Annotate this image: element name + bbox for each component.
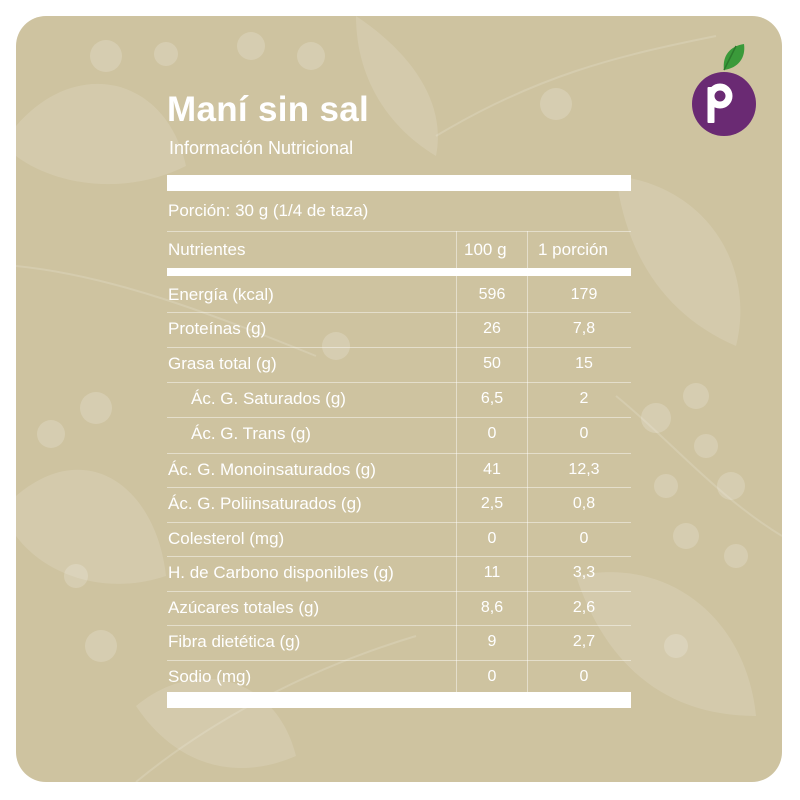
table-row: Fibra dietética (g) 9 2,7 bbox=[167, 626, 631, 660]
page-subtitle: Información Nutricional bbox=[169, 138, 354, 158]
value-per-100g: 2,5 bbox=[480, 495, 504, 512]
table-row: Grasa total (g) 50 15 bbox=[167, 348, 631, 382]
table-row: Sodio (mg) 0 0 bbox=[167, 661, 631, 695]
table-row: H. de Carbono disponibles (g) 11 3,3 bbox=[167, 557, 631, 591]
row-divider bbox=[167, 382, 631, 383]
value-per-100g: 8,6 bbox=[480, 599, 504, 616]
value-per-portion: 2 bbox=[579, 390, 589, 407]
value-per-portion: 3,3 bbox=[572, 564, 596, 581]
nutrient-name: Ác. G. Saturados (g) bbox=[191, 389, 346, 408]
value-per-100g: 41 bbox=[483, 461, 501, 478]
header-nutrients: Nutrientes bbox=[168, 240, 246, 259]
table-row: Ác. G. Poliinsaturados (g) 2,5 0,8 bbox=[167, 488, 631, 522]
nutrient-name: Grasa total (g) bbox=[168, 354, 277, 373]
row-divider bbox=[167, 312, 631, 313]
value-per-100g: 50 bbox=[483, 355, 501, 372]
table-row: Ác. G. Monoinsaturados (g) 41 12,3 bbox=[167, 454, 631, 488]
nutrient-name: Ác. G. Monoinsaturados (g) bbox=[168, 460, 376, 479]
value-per-100g: 9 bbox=[487, 633, 497, 650]
value-per-portion: 12,3 bbox=[568, 461, 600, 478]
nutrient-name: Ác. G. Poliinsaturados (g) bbox=[168, 494, 362, 513]
value-per-portion: 0,8 bbox=[572, 495, 596, 512]
row-divider bbox=[167, 625, 631, 626]
row-divider bbox=[167, 522, 631, 523]
background-pattern bbox=[16, 16, 782, 782]
nutrient-name: Energía (kcal) bbox=[168, 285, 274, 304]
row-divider bbox=[167, 591, 631, 592]
row-divider bbox=[167, 556, 631, 557]
row-divider bbox=[167, 417, 631, 418]
header-per-100g: 100 g bbox=[464, 240, 507, 259]
divider bbox=[167, 231, 631, 232]
nutrient-name: Colesterol (mg) bbox=[168, 529, 285, 548]
value-per-100g: 0 bbox=[487, 530, 497, 547]
value-per-portion: 7,8 bbox=[572, 320, 596, 337]
value-per-portion: 2,7 bbox=[572, 633, 596, 650]
bottom-bar bbox=[167, 692, 631, 708]
table-row: Proteínas (g) 26 7,8 bbox=[167, 313, 631, 347]
value-per-100g: 0 bbox=[487, 668, 497, 685]
header-bar bbox=[167, 268, 631, 276]
value-per-100g: 596 bbox=[478, 286, 506, 303]
value-per-portion: 179 bbox=[570, 286, 598, 303]
row-divider bbox=[167, 660, 631, 661]
column-divider bbox=[527, 231, 528, 692]
portion-size: Porción: 30 g (1/4 de taza) bbox=[168, 201, 369, 220]
header-per-portion: 1 porción bbox=[538, 240, 608, 259]
nutrition-card: Maní sin sal Información Nutricional Por… bbox=[16, 16, 782, 782]
value-per-portion: 2,6 bbox=[572, 599, 596, 616]
value-per-100g: 26 bbox=[483, 320, 501, 337]
brand-plum-icon bbox=[692, 42, 772, 152]
value-per-portion: 0 bbox=[579, 530, 589, 547]
nutrient-name: Proteínas (g) bbox=[168, 319, 267, 338]
table-row: Ác. G. Saturados (g) 6,5 2 bbox=[167, 383, 631, 417]
top-bar bbox=[167, 175, 631, 191]
nutrient-name: Fibra dietética (g) bbox=[168, 632, 301, 651]
nutrient-name: H. de Carbono disponibles (g) bbox=[168, 563, 394, 582]
value-per-100g: 6,5 bbox=[480, 390, 504, 407]
value-per-100g: 11 bbox=[483, 564, 501, 581]
page-title: Maní sin sal bbox=[167, 90, 369, 129]
column-divider bbox=[456, 231, 457, 692]
value-per-100g: 0 bbox=[487, 425, 497, 442]
row-divider bbox=[167, 453, 631, 454]
row-divider bbox=[167, 347, 631, 348]
table-row: Energía (kcal) 596 179 bbox=[167, 279, 631, 313]
table-row: Ác. G. Trans (g) 0 0 bbox=[167, 418, 631, 452]
table-row: Azúcares totales (g) 8,6 2,6 bbox=[167, 592, 631, 626]
value-per-portion: 15 bbox=[575, 355, 593, 372]
row-divider bbox=[167, 487, 631, 488]
nutrient-name: Ác. G. Trans (g) bbox=[191, 424, 311, 443]
value-per-portion: 0 bbox=[579, 425, 589, 442]
value-per-portion: 0 bbox=[579, 668, 589, 685]
nutrient-name: Azúcares totales (g) bbox=[168, 598, 320, 617]
nutrient-name: Sodio (mg) bbox=[168, 667, 252, 686]
table-row: Colesterol (mg) 0 0 bbox=[167, 523, 631, 557]
